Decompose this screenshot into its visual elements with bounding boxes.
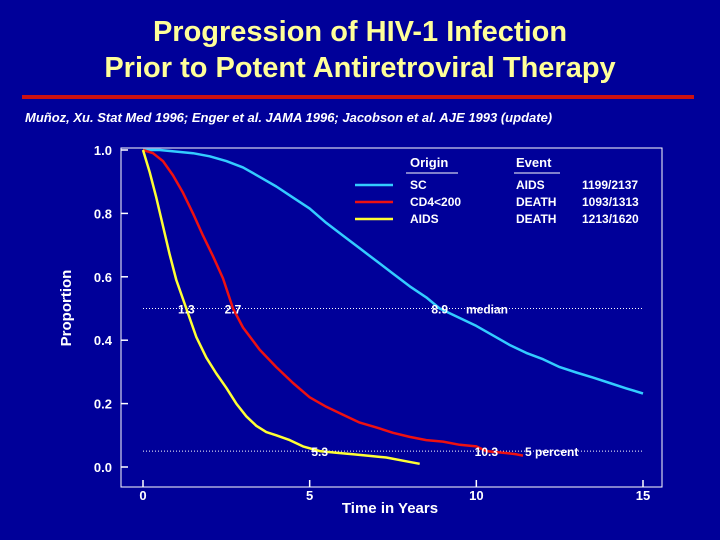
- title-divider: [22, 95, 694, 99]
- x-tick-label: 5: [306, 488, 313, 503]
- y-axis-title: Proportion: [58, 270, 75, 347]
- title-line-2: Prior to Potent Antiretroviral Therapy: [104, 52, 616, 84]
- legend-origin-header: Origin: [410, 155, 448, 170]
- y-tick-label: 0.2: [94, 397, 112, 412]
- legend-count: 1199/2137: [582, 178, 638, 192]
- series-line-aids: [141, 149, 420, 466]
- legend-event-header: Event: [516, 155, 552, 170]
- annotation-label: 8.9: [431, 303, 448, 317]
- legend-origin: CD4<200: [410, 195, 461, 209]
- legend-count: 1213/1620: [582, 212, 639, 226]
- slide-title: Progression of HIV-1 Infection Prior to …: [0, 14, 720, 86]
- series-line-sc: [143, 148, 644, 395]
- x-tick-label: 15: [636, 488, 650, 503]
- y-tick-label: 0.6: [94, 270, 112, 285]
- median-label: median: [466, 303, 508, 317]
- y-tick-label: 0.0: [94, 460, 112, 475]
- legend-count: 1093/1313: [582, 195, 639, 209]
- citation: Muñoz, Xu. Stat Med 1996; Enger et al. J…: [25, 110, 553, 125]
- x-axis-title: Time in Years: [342, 500, 438, 517]
- annotation-label: 5.3: [311, 445, 328, 459]
- annotation-label: 10.3: [475, 445, 499, 459]
- legend-event: DEATH: [516, 212, 556, 226]
- annotation-label: 1.3: [178, 303, 195, 317]
- legend-event: AIDS: [516, 178, 545, 192]
- legend-event: DEATH: [516, 195, 556, 209]
- legend-origin: SC: [410, 178, 427, 192]
- plot-frame: [120, 147, 663, 488]
- x-tick-label: 10: [469, 488, 483, 503]
- x-tick-label: 0: [139, 488, 146, 503]
- y-tick-label: 0.8: [94, 206, 112, 221]
- legend-origin: AIDS: [410, 212, 439, 226]
- y-tick-label: 0.4: [94, 333, 113, 348]
- y-tick-label: 1.0: [94, 143, 112, 158]
- five-percent-label: 5 percent: [525, 445, 578, 459]
- annotation-label: 2.7: [225, 303, 242, 317]
- title-line-1: Progression of HIV-1 Infection: [152, 16, 568, 48]
- series-line-cd4200: [142, 148, 524, 457]
